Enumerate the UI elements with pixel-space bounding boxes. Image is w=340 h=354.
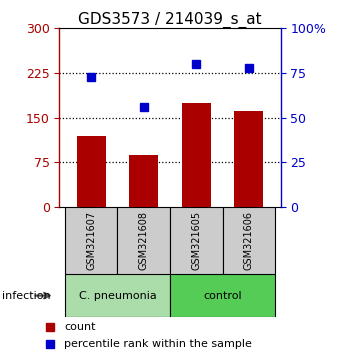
Bar: [65, 207, 117, 274]
Text: infection: infection: [2, 291, 50, 301]
Bar: [223, 207, 275, 274]
Text: GSM321607: GSM321607: [86, 211, 96, 270]
Bar: [117, 207, 170, 274]
Text: count: count: [64, 321, 96, 332]
Title: GDS3573 / 214039_s_at: GDS3573 / 214039_s_at: [78, 12, 262, 28]
Text: GSM321606: GSM321606: [244, 211, 254, 270]
Text: GSM321608: GSM321608: [139, 211, 149, 270]
Bar: [170, 274, 275, 317]
Text: GSM321605: GSM321605: [191, 211, 201, 270]
Bar: [170, 207, 223, 274]
Bar: [129, 155, 158, 207]
Bar: [76, 136, 105, 207]
Bar: [65, 274, 170, 317]
Text: C. pneumonia: C. pneumonia: [79, 291, 156, 301]
Bar: [235, 110, 264, 207]
Bar: [182, 103, 211, 207]
Text: control: control: [203, 291, 242, 301]
Text: percentile rank within the sample: percentile rank within the sample: [64, 339, 252, 349]
